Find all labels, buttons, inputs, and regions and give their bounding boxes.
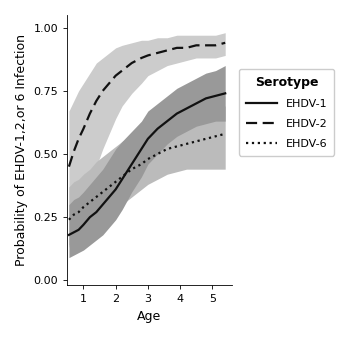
Y-axis label: Probability of EHDV-1,2,or 6 Infection: Probability of EHDV-1,2,or 6 Infection [15, 34, 28, 266]
Legend: EHDV-1, EHDV-2, EHDV-6: EHDV-1, EHDV-2, EHDV-6 [239, 69, 334, 155]
X-axis label: Age: Age [137, 310, 162, 323]
